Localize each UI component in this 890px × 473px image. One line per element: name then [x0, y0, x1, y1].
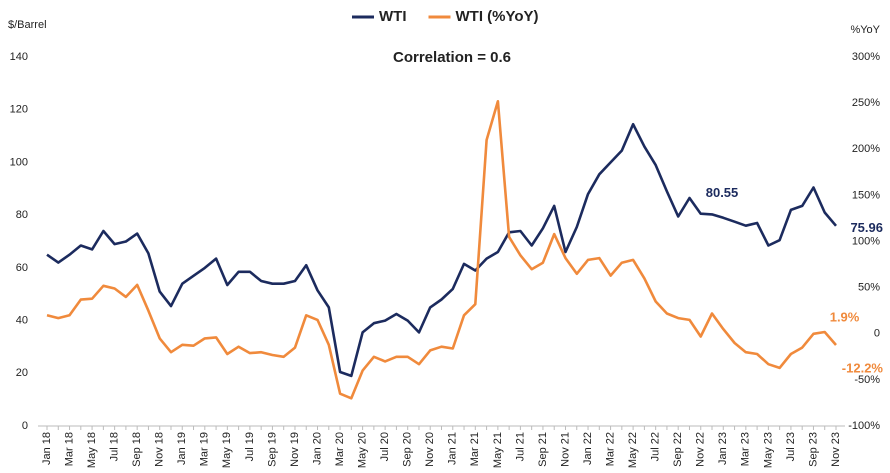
x-tick-label: Jan 21: [447, 432, 459, 465]
y-tick-label: 140: [10, 51, 28, 63]
y-tick-label: 40: [16, 314, 28, 326]
y2-tick-label: -100%: [848, 420, 880, 432]
x-tick-label: Jul 20: [379, 432, 391, 461]
x-tick-label: May 21: [492, 432, 504, 468]
x-tick-label: Jan 18: [41, 432, 53, 465]
value-label: -12.2%: [842, 360, 884, 375]
y2-tick-label: 100%: [852, 235, 880, 247]
y-tick-label: 20: [16, 367, 28, 379]
x-tick-label: Nov 22: [695, 432, 707, 467]
x-tick-label: May 19: [221, 432, 233, 468]
x-tick-label: Sep 19: [266, 432, 278, 467]
x-tick-label: Jul 21: [514, 432, 526, 461]
value-label: 80.55: [706, 185, 739, 200]
y2-tick-label: 300%: [852, 51, 880, 63]
y2-tick-label: 250%: [852, 97, 880, 109]
x-tick-label: Nov 18: [154, 432, 166, 467]
x-tick-label: Sep 18: [131, 432, 143, 467]
x-tick-label: Mar 19: [199, 432, 211, 466]
series-line: [46, 100, 837, 400]
x-tick-label: Mar 20: [334, 432, 346, 466]
y-tick-label: 80: [16, 209, 28, 221]
x-tick-label: Mar 23: [740, 432, 752, 466]
x-tick-label: Jan 23: [717, 432, 729, 465]
y2-tick-label: -50%: [854, 374, 880, 386]
y2-tick-label: 0: [874, 328, 880, 340]
x-tick-label: Jul 18: [109, 432, 121, 461]
legend-label: WTI (%YoY): [456, 8, 539, 25]
x-tick-label: Sep 22: [672, 432, 684, 467]
x-tick-label: Jul 22: [650, 432, 662, 461]
y2-tick-label: 150%: [852, 189, 880, 201]
x-tick-label: Jan 22: [582, 432, 594, 465]
x-tick-label: Nov 21: [559, 432, 571, 467]
x-tick-label: May 20: [357, 432, 369, 468]
x-tick-label: Jan 19: [176, 432, 188, 465]
x-tick-label: Sep 20: [402, 432, 414, 467]
y-tick-label: 60: [16, 262, 28, 274]
x-tick-label: Jul 19: [244, 432, 256, 461]
y2-tick-label: 50%: [858, 282, 880, 294]
y-axis-label: $/Barrel: [8, 19, 47, 31]
y-tick-label: 0: [22, 420, 28, 432]
x-tick-label: Nov 20: [424, 432, 436, 467]
value-label: 75.96: [850, 220, 883, 235]
x-tick-label: Mar 22: [604, 432, 616, 466]
x-tick-label: Nov 19: [289, 432, 301, 467]
x-tick-label: Jul 23: [785, 432, 797, 461]
x-tick-label: Sep 21: [537, 432, 549, 467]
series-line: [46, 122, 837, 378]
y2-axis-label: %YoY: [850, 24, 880, 36]
x-tick-label: Jan 20: [311, 432, 323, 465]
y-tick-label: 100: [10, 156, 28, 168]
x-tick-label: May 18: [86, 432, 98, 468]
x-tick-label: Mar 18: [63, 432, 75, 466]
x-tick-label: Nov 23: [830, 432, 842, 467]
x-tick-label: May 22: [627, 432, 639, 468]
y-tick-label: 120: [10, 104, 28, 116]
x-tick-label: May 23: [762, 432, 774, 468]
annotation: Correlation = 0.6: [393, 49, 511, 66]
y2-tick-label: 200%: [852, 143, 880, 155]
x-tick-label: Mar 21: [469, 432, 481, 466]
value-label: 1.9%: [830, 309, 860, 324]
x-tick-label: Sep 23: [807, 432, 819, 467]
legend-label: WTI: [379, 8, 407, 25]
